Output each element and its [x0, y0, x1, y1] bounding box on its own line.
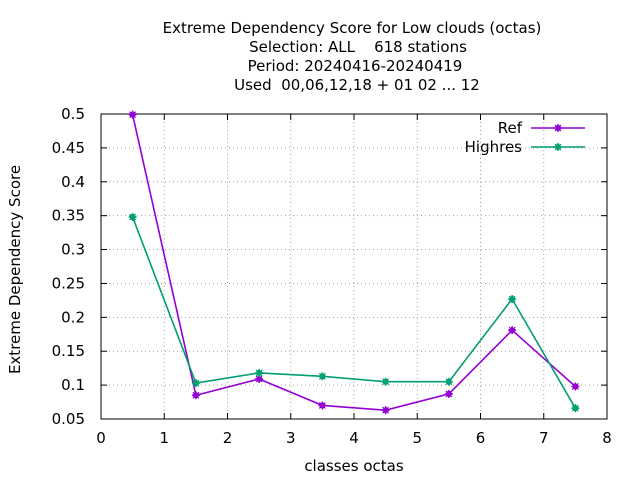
- y-tick-label: 0.1: [61, 376, 85, 394]
- y-tick-label: 0.35: [52, 207, 85, 225]
- data-point-ref: [191, 391, 200, 400]
- title-line-2: Selection: ALL 618 stations: [249, 38, 467, 56]
- data-point-ref: [444, 389, 453, 398]
- y-tick-label: 0.15: [52, 342, 85, 360]
- series-line-ref: [131, 114, 576, 412]
- data-point-highres: [381, 377, 390, 386]
- data-point-highres: [128, 213, 137, 222]
- data-point-ref: [318, 401, 327, 410]
- y-tick-label: 0.5: [61, 105, 85, 123]
- series-line-highres: [131, 216, 577, 409]
- y-tick-label: 0.05: [52, 410, 85, 428]
- y-tick-label: 0.3: [61, 241, 85, 259]
- x-tick-label: 5: [412, 429, 422, 447]
- data-point-highres: [191, 379, 200, 388]
- x-tick-label: 4: [349, 429, 359, 447]
- data-point-ref: [381, 406, 390, 415]
- series-group: [128, 110, 580, 415]
- title-line-4: Used 00,06,12,18 + 01 02 ... 12: [234, 76, 480, 94]
- title-line-1: Extreme Dependency Score for Low clouds …: [163, 19, 542, 37]
- data-point-ref: [255, 375, 264, 384]
- y-tick-label: 0.45: [52, 139, 85, 157]
- y-tick-label: 0.4: [61, 173, 85, 191]
- legend-marker-highres: [554, 143, 562, 151]
- data-point-highres: [255, 368, 264, 377]
- legend-marker-ref: [554, 124, 562, 132]
- axis-ticks: 0.05 0.1 0.15 0.2 0.25 0.3 0.35 0.4 0.45 0.5 0 1 2 3 4…: [52, 105, 612, 447]
- data-point-ref: [128, 110, 137, 119]
- y-axis-label: Extreme Dependency Score: [6, 165, 24, 374]
- data-point-ref: [571, 382, 580, 391]
- x-tick-label: 0: [96, 429, 106, 447]
- x-tick-label: 2: [223, 429, 233, 447]
- legend-label-ref: Ref: [498, 119, 523, 137]
- x-tick-label: 1: [159, 429, 169, 447]
- data-point-highres: [571, 404, 580, 413]
- y-tick-label: 0.25: [52, 274, 85, 292]
- x-axis-label: classes octas: [304, 457, 404, 475]
- chart-title: Extreme Dependency Score for Low clouds …: [163, 19, 542, 94]
- data-point-highres: [508, 295, 517, 304]
- grid: [101, 114, 607, 419]
- y-tick-label: 0.2: [61, 308, 85, 326]
- title-line-3: Period: 20240416-20240419: [248, 57, 463, 75]
- data-point-highres: [318, 372, 327, 381]
- x-tick-label: 3: [286, 429, 296, 447]
- x-tick-label: 6: [476, 429, 486, 447]
- data-point-ref: [508, 326, 517, 335]
- legend-label-highres: Highres: [465, 138, 523, 156]
- data-point-highres: [444, 377, 453, 386]
- x-tick-label: 8: [602, 429, 612, 447]
- x-tick-label: 7: [539, 429, 549, 447]
